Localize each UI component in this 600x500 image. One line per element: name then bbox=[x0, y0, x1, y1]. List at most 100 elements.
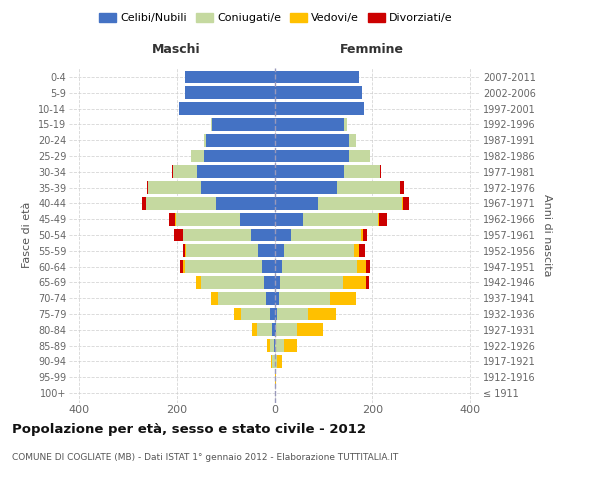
Bar bbox=[275, 134, 349, 146]
Bar bbox=[349, 134, 356, 146]
Bar bbox=[275, 86, 362, 100]
Bar bbox=[264, 276, 275, 289]
Bar bbox=[275, 102, 364, 115]
Bar bbox=[365, 260, 370, 273]
Bar bbox=[182, 260, 185, 273]
Bar bbox=[275, 276, 280, 289]
Bar bbox=[330, 292, 356, 304]
Bar bbox=[379, 212, 386, 226]
Bar bbox=[185, 260, 262, 273]
Bar bbox=[191, 150, 203, 162]
Bar bbox=[280, 292, 330, 304]
Bar bbox=[275, 181, 337, 194]
Bar bbox=[240, 212, 275, 226]
Bar bbox=[361, 228, 363, 241]
Bar bbox=[344, 118, 347, 131]
Bar bbox=[275, 197, 317, 210]
Bar bbox=[206, 134, 275, 146]
Bar bbox=[272, 355, 275, 368]
Bar bbox=[271, 355, 272, 368]
Bar bbox=[275, 212, 303, 226]
Bar bbox=[400, 181, 404, 194]
Bar bbox=[275, 166, 344, 178]
Bar bbox=[349, 150, 370, 162]
Bar bbox=[359, 244, 365, 258]
Text: COMUNE DI COGLIATE (MB) - Dati ISTAT 1° gennaio 2012 - Elaborazione TUTTITALIA.I: COMUNE DI COGLIATE (MB) - Dati ISTAT 1° … bbox=[12, 452, 398, 462]
Bar bbox=[303, 212, 378, 226]
Bar bbox=[147, 181, 148, 194]
Bar bbox=[275, 244, 284, 258]
Bar bbox=[197, 166, 275, 178]
Y-axis label: Anni di nascita: Anni di nascita bbox=[542, 194, 553, 276]
Bar bbox=[234, 308, 241, 320]
Bar bbox=[241, 308, 269, 320]
Bar bbox=[211, 118, 212, 131]
Text: Popolazione per età, sesso e stato civile - 2012: Popolazione per età, sesso e stato civil… bbox=[12, 422, 366, 436]
Bar bbox=[142, 197, 146, 210]
Bar bbox=[262, 260, 275, 273]
Bar bbox=[174, 228, 183, 241]
Bar bbox=[182, 244, 185, 258]
Bar bbox=[380, 166, 381, 178]
Bar bbox=[344, 166, 380, 178]
Bar bbox=[403, 197, 409, 210]
Bar bbox=[284, 244, 354, 258]
Bar bbox=[203, 134, 206, 146]
Y-axis label: Fasce di età: Fasce di età bbox=[22, 202, 32, 268]
Bar bbox=[308, 308, 336, 320]
Bar bbox=[367, 276, 369, 289]
Bar bbox=[275, 150, 349, 162]
Bar bbox=[378, 212, 379, 226]
Bar bbox=[269, 339, 274, 352]
Bar bbox=[276, 324, 297, 336]
Bar bbox=[216, 197, 275, 210]
Bar bbox=[180, 260, 182, 273]
Bar bbox=[173, 166, 197, 178]
Bar bbox=[275, 118, 344, 131]
Bar bbox=[203, 150, 275, 162]
Bar bbox=[272, 324, 275, 336]
Bar bbox=[284, 339, 296, 352]
Bar bbox=[275, 70, 359, 84]
Bar bbox=[363, 228, 367, 241]
Bar bbox=[267, 339, 269, 352]
Text: Femmine: Femmine bbox=[340, 43, 404, 56]
Bar bbox=[277, 308, 308, 320]
Bar bbox=[275, 355, 277, 368]
Bar bbox=[186, 244, 259, 258]
Bar bbox=[290, 228, 361, 241]
Bar bbox=[275, 324, 276, 336]
Bar bbox=[185, 244, 186, 258]
Legend: Celibi/Nubili, Coniugati/e, Vedovi/e, Divorziati/e: Celibi/Nubili, Coniugati/e, Vedovi/e, Di… bbox=[95, 8, 457, 28]
Bar bbox=[317, 197, 402, 210]
Bar bbox=[277, 355, 282, 368]
Bar bbox=[169, 212, 175, 226]
Bar bbox=[212, 118, 275, 131]
Bar bbox=[251, 228, 275, 241]
Bar bbox=[275, 370, 277, 384]
Bar bbox=[269, 308, 275, 320]
Bar bbox=[259, 244, 275, 258]
Bar bbox=[275, 292, 280, 304]
Bar bbox=[275, 339, 284, 352]
Text: Maschi: Maschi bbox=[152, 43, 201, 56]
Bar bbox=[343, 276, 367, 289]
Bar bbox=[201, 181, 275, 194]
Bar bbox=[185, 86, 275, 100]
Bar bbox=[275, 308, 277, 320]
Bar bbox=[148, 181, 201, 194]
Bar bbox=[354, 244, 359, 258]
Bar bbox=[275, 260, 282, 273]
Bar bbox=[274, 339, 275, 352]
Bar bbox=[337, 181, 400, 194]
Bar bbox=[179, 102, 275, 115]
Bar bbox=[211, 292, 218, 304]
Bar bbox=[275, 228, 290, 241]
Bar bbox=[196, 276, 201, 289]
Bar bbox=[184, 228, 251, 241]
Bar bbox=[257, 324, 272, 336]
Bar bbox=[356, 260, 365, 273]
Bar bbox=[185, 70, 275, 84]
Bar bbox=[297, 324, 323, 336]
Bar bbox=[282, 260, 357, 273]
